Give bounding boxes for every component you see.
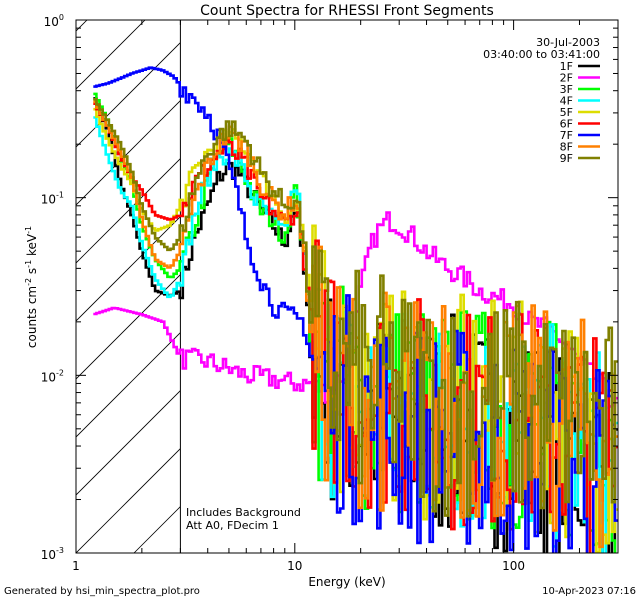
- y-tick-label: 10-2: [41, 368, 64, 384]
- x-tick-label: 10: [287, 559, 302, 573]
- hatch-line: [76, 100, 181, 206]
- hatch-line: [76, 20, 146, 90]
- annotation-attenuator: Att A0, FDecim 1: [186, 519, 279, 532]
- x-tick-label: 100: [502, 559, 525, 573]
- y-tick-labels: 100 10-1 10-2 10-3: [41, 13, 64, 562]
- time-range-label: 03:40:00 to 03:41:00: [483, 48, 600, 61]
- legend-label: 7F: [560, 129, 573, 142]
- footer-generated-by: Generated by hsi_min_spectra_plot.pro: [4, 586, 200, 597]
- axis-ticks: [75, 20, 619, 554]
- series-layer: [93, 66, 618, 553]
- legend-label: 4F: [560, 95, 573, 108]
- attenuator-hatch-region: [76, 0, 640, 553]
- plot-frame: [75, 19, 619, 554]
- date-label: 30-Jul-2003: [536, 36, 600, 49]
- hatch-line: [76, 390, 181, 496]
- legend-label: 3F: [560, 83, 573, 96]
- x-tick-labels: 1 10 100: [72, 559, 525, 573]
- y-axis-label: counts cm-2 s-1 keV-1: [24, 226, 39, 348]
- y-tick-label: 10-3: [41, 546, 64, 562]
- annotation-background: Includes Background: [186, 506, 301, 519]
- series-line-9F: [93, 98, 618, 518]
- hatch-line: [598, 0, 640, 553]
- y-tick-label: 100: [44, 13, 64, 29]
- series-line-7F: [93, 66, 618, 553]
- legend-label: 8F: [560, 141, 573, 154]
- legend-label: 6F: [560, 118, 573, 131]
- hatch-line: [76, 216, 181, 322]
- y-tick-label: 10-1: [41, 191, 64, 207]
- legend-label: 9F: [560, 152, 573, 165]
- series-line-6F: [93, 102, 618, 553]
- legend-label: 5F: [560, 106, 573, 119]
- footer-timestamp: 10-Apr-2023 07:16: [542, 586, 636, 597]
- hatch-line: [76, 42, 181, 148]
- x-axis-label: Energy (keV): [308, 575, 385, 589]
- chart-title: Count Spectra for RHESSI Front Segments: [200, 3, 494, 19]
- legend-label: 1F: [560, 60, 573, 73]
- legend-label: 2F: [560, 72, 573, 85]
- hatch-line: [76, 20, 88, 32]
- x-tick-label: 1: [72, 559, 80, 573]
- hatch-line: [76, 448, 181, 553]
